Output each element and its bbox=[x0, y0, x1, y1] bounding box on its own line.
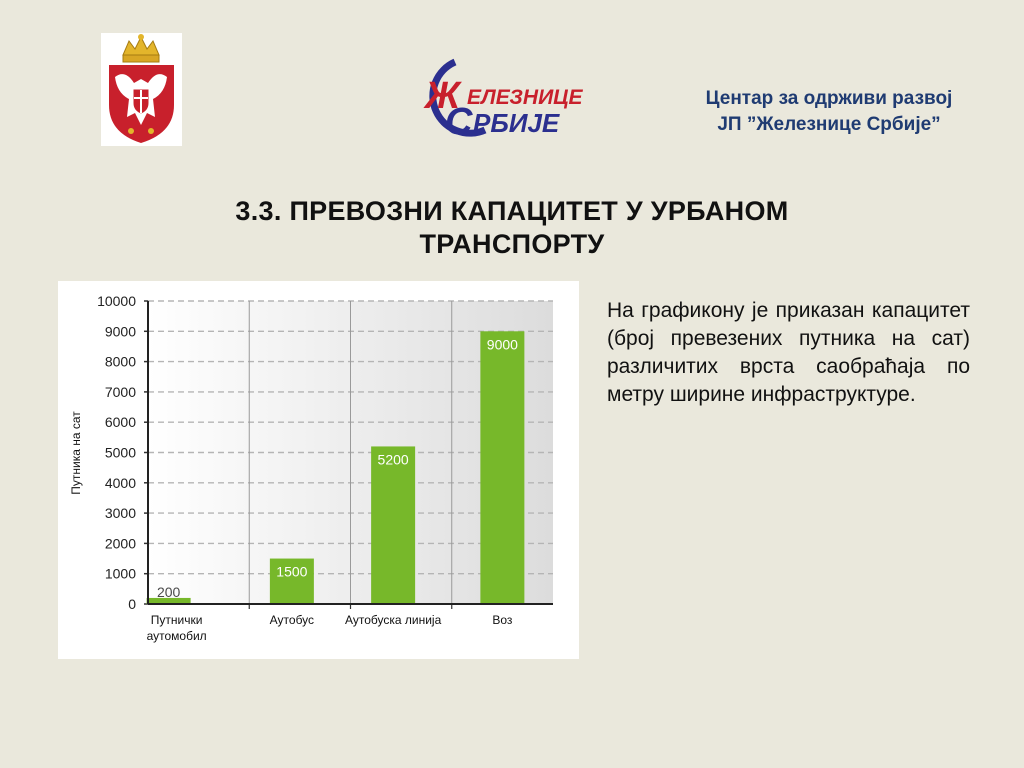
bar-value-label: 200 bbox=[157, 584, 181, 600]
railways-logo: Ж ЕЛЕЗНИЦЕ С РБИЈЕ bbox=[415, 58, 605, 143]
y-tick-label: 1000 bbox=[105, 566, 136, 582]
logo-text-line2: РБИЈЕ bbox=[473, 108, 560, 138]
y-tick-label: 6000 bbox=[105, 414, 136, 430]
bar bbox=[480, 331, 525, 604]
bar-value-label: 1500 bbox=[276, 564, 307, 580]
organization-title-line1: Центар за одрживи развој bbox=[705, 88, 953, 109]
x-category-label: Аутобус bbox=[270, 613, 314, 627]
y-tick-label: 2000 bbox=[105, 535, 136, 551]
logo-text-line1: ЕЛЕЗНИЦЕ bbox=[467, 86, 583, 109]
bar bbox=[269, 558, 314, 604]
bar bbox=[371, 446, 416, 604]
y-axis-title: Путника на сат bbox=[69, 411, 83, 495]
slide-title: 3.3. ПРЕВОЗНИ КАПАЦИТЕТ У УРБАНОМ ТРАНСП… bbox=[150, 195, 874, 261]
y-tick-label: 8000 bbox=[105, 354, 136, 370]
y-tick-label: 5000 bbox=[105, 445, 136, 461]
capacity-bar-chart: 0 1000 2000 3000 4000 5000 6000 7000 8000 9000 100… bbox=[69, 293, 553, 643]
y-tick-label: 9000 bbox=[105, 323, 136, 339]
logo-s-letter: С bbox=[445, 101, 473, 140]
bar-value-label: 9000 bbox=[487, 336, 518, 352]
slide-title-line1: 3.3. ПРЕВОЗНИ КАПАЦИТЕТ У УРБАНОМ bbox=[235, 196, 789, 226]
bar-value-label: 5200 bbox=[378, 451, 409, 467]
x-category-label: аутомобил bbox=[147, 629, 207, 643]
y-tick-label: 3000 bbox=[105, 505, 136, 521]
y-tick-label: 7000 bbox=[105, 384, 136, 400]
chart-panel: 0 1000 2000 3000 4000 5000 6000 7000 8000 9000 100… bbox=[58, 281, 579, 659]
serbia-coat-of-arms-icon bbox=[101, 33, 182, 146]
bar bbox=[146, 597, 191, 604]
x-category-label: Путнички bbox=[151, 613, 203, 627]
x-category-label: Воз bbox=[492, 613, 513, 627]
y-tick-label: 0 bbox=[128, 596, 136, 612]
slide-title-line2: ТРАНСПОРТУ bbox=[419, 229, 605, 259]
chart-description: На графикону је приказан капацитет (број… bbox=[607, 299, 970, 406]
logo-mark-letter: Ж bbox=[423, 75, 462, 117]
organization-title: Центар за одрживи развој ЈП ”Железнице С… bbox=[640, 86, 1018, 138]
organization-title-line2: ЈП ”Железнице Србије” bbox=[717, 114, 941, 135]
y-tick-label: 10000 bbox=[97, 293, 136, 309]
x-category-label: Аутобуска линија bbox=[345, 613, 442, 627]
y-tick-label: 4000 bbox=[105, 475, 136, 491]
